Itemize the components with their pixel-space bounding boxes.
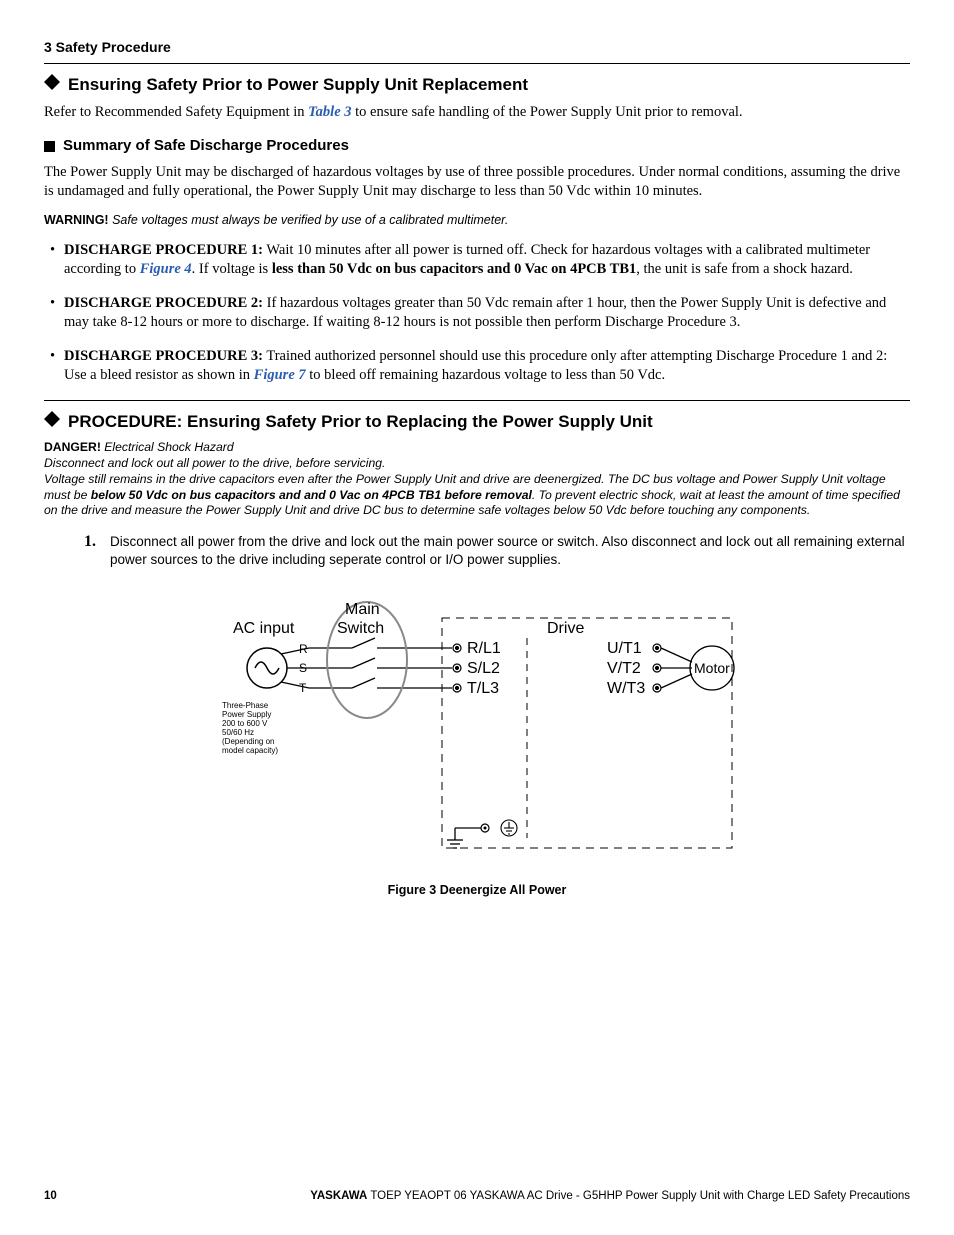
page-footer: 10 YASKAWA TOEP YEAOPT 06 YASKAWA AC Dri…	[44, 1189, 910, 1205]
label-drive: Drive	[547, 620, 584, 637]
warning-text: Safe voltages must always be verified by…	[112, 213, 508, 227]
diamond-icon	[44, 74, 60, 97]
figure-caption: Figure 3 Deenergize All Power	[177, 882, 777, 899]
label-WT3: W/T3	[607, 680, 645, 697]
heading-ensuring-safety: Ensuring Safety Prior to Power Supply Un…	[44, 74, 910, 97]
rule-mid	[44, 400, 910, 401]
page-number: 10	[44, 1189, 57, 1205]
procedure-list: DISCHARGE PROCEDURE 1: Wait 10 minutes a…	[44, 241, 910, 386]
danger-l2: Disconnect and lock out all power to the…	[44, 456, 385, 470]
procedure-1: DISCHARGE PROCEDURE 1: Wait 10 minutes a…	[50, 241, 910, 280]
danger-label: DANGER!	[44, 440, 101, 454]
procedure-1-bold: less than 50 Vdc on bus capacitors and 0…	[272, 261, 636, 277]
subheading-text: Summary of Safe Discharge Procedures	[63, 136, 349, 156]
procedure-1-t2: . If voltage is	[192, 261, 272, 277]
summary-paragraph: The Power Supply Unit may be discharged …	[44, 163, 910, 202]
section-header: 3 Safety Procedure	[44, 38, 910, 57]
note4: 50/60 Hz	[222, 728, 254, 737]
link-figure-7[interactable]: Figure 7	[254, 367, 306, 383]
figure-3: AC input R S T Main Switch R/	[177, 588, 777, 899]
square-bullet-icon	[44, 141, 55, 152]
intro-post: to ensure safe handling of the Power Sup…	[352, 104, 743, 120]
procedure-3-t2: to bleed off remaining hazardous voltage…	[306, 367, 665, 383]
procedure-1-t3: , the unit is safe from a shock hazard.	[636, 261, 853, 277]
procedure-3-title: DISCHARGE PROCEDURE 3:	[64, 348, 263, 364]
heading-text: Ensuring Safety Prior to Power Supply Un…	[68, 74, 528, 97]
label-UT1: U/T1	[607, 640, 642, 657]
note3: 200 to 600 V	[222, 719, 268, 728]
label-main: Main	[345, 601, 380, 618]
procedure-3: DISCHARGE PROCEDURE 3: Trained authorize…	[50, 347, 910, 386]
intro-paragraph: Refer to Recommended Safety Equipment in…	[44, 103, 910, 123]
procedure-1-title: DISCHARGE PROCEDURE 1:	[64, 242, 263, 258]
label-switch: Switch	[337, 620, 384, 637]
subheading-summary: Summary of Safe Discharge Procedures	[44, 136, 910, 156]
link-figure-4[interactable]: Figure 4	[140, 261, 192, 277]
figure-svg: AC input R S T Main Switch R/	[177, 588, 777, 868]
diamond-icon	[44, 411, 60, 434]
label-motor: Motor	[694, 660, 730, 676]
rule-top	[44, 63, 910, 64]
note6: model capacity)	[222, 746, 278, 755]
footer-title: TOEP YEAOPT 06 YASKAWA AC Drive - G5HHP …	[367, 1190, 910, 1202]
procedure-2-title: DISCHARGE PROCEDURE 2:	[64, 295, 263, 311]
link-table-3[interactable]: Table 3	[308, 104, 351, 120]
footer-brand: YASKAWA	[310, 1190, 367, 1202]
danger-l3b: below 50 Vdc on bus capacitors and and 0…	[91, 488, 532, 502]
warning-line: WARNING! Safe voltages must always be ve…	[44, 212, 910, 229]
step-list: Disconnect all power from the drive and …	[84, 533, 910, 569]
procedure-2: DISCHARGE PROCEDURE 2: If hazardous volt…	[50, 294, 910, 333]
label-SL2: S/L2	[467, 660, 500, 677]
note1: Three-Phase	[222, 701, 269, 710]
note2: Power Supply	[222, 710, 271, 719]
intro-pre: Refer to Recommended Safety Equipment in	[44, 104, 308, 120]
label-RL1: R/L1	[467, 640, 501, 657]
danger-block: DANGER! Electrical Shock Hazard Disconne…	[44, 440, 910, 519]
step-1: Disconnect all power from the drive and …	[84, 533, 910, 569]
label-T: T	[299, 681, 307, 695]
label-VT2: V/T2	[607, 660, 641, 677]
note5: (Depending on	[222, 737, 274, 746]
warning-label: WARNING!	[44, 213, 109, 227]
danger-l1: Electrical Shock Hazard	[101, 440, 234, 454]
label-TL3: T/L3	[467, 680, 499, 697]
heading-procedure: PROCEDURE: Ensuring Safety Prior to Repl…	[44, 411, 910, 434]
label-ac-input: AC input	[233, 620, 295, 637]
heading-procedure-text: PROCEDURE: Ensuring Safety Prior to Repl…	[68, 411, 653, 434]
footer-doc: YASKAWA TOEP YEAOPT 06 YASKAWA AC Drive …	[310, 1189, 910, 1205]
